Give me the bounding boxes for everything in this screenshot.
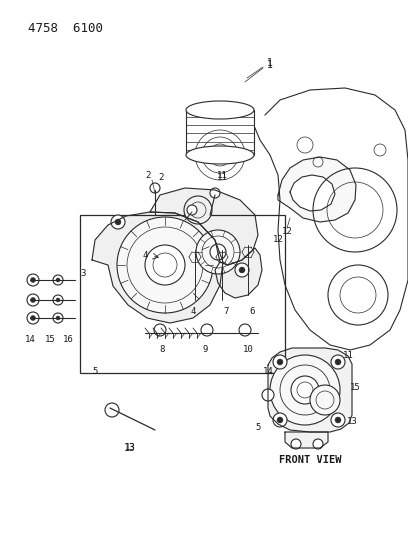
Text: 12: 12 (282, 228, 293, 237)
Polygon shape (285, 432, 328, 448)
Circle shape (145, 245, 185, 285)
Text: 4: 4 (190, 308, 196, 317)
Circle shape (56, 316, 60, 320)
Circle shape (239, 324, 251, 336)
Circle shape (235, 263, 249, 277)
Text: 12: 12 (273, 236, 284, 245)
Text: 5: 5 (92, 367, 98, 376)
Circle shape (331, 355, 345, 369)
Circle shape (105, 403, 119, 417)
Circle shape (291, 439, 301, 449)
Circle shape (210, 188, 220, 198)
Circle shape (111, 215, 125, 229)
Text: 16: 16 (62, 335, 73, 344)
Circle shape (150, 183, 160, 193)
Polygon shape (278, 157, 356, 222)
Circle shape (273, 413, 287, 427)
Circle shape (291, 376, 319, 404)
Polygon shape (215, 248, 262, 298)
Text: 3: 3 (80, 269, 86, 278)
Polygon shape (92, 212, 223, 323)
Circle shape (201, 324, 213, 336)
Circle shape (277, 359, 283, 365)
Text: 1: 1 (267, 60, 273, 70)
Circle shape (53, 275, 63, 285)
Circle shape (262, 389, 274, 401)
Circle shape (187, 205, 197, 215)
Text: 1: 1 (267, 58, 273, 68)
Circle shape (31, 297, 35, 303)
Circle shape (56, 298, 60, 302)
Text: 9: 9 (202, 345, 208, 354)
Text: 2: 2 (145, 171, 151, 180)
Circle shape (117, 217, 213, 313)
Circle shape (31, 316, 35, 320)
Circle shape (196, 230, 240, 274)
Text: 2: 2 (158, 174, 163, 182)
Circle shape (331, 413, 345, 427)
Text: 4: 4 (142, 251, 148, 260)
Text: 6: 6 (249, 308, 255, 317)
Circle shape (27, 312, 39, 324)
Ellipse shape (186, 146, 254, 164)
Circle shape (53, 313, 63, 323)
Text: 13: 13 (347, 417, 357, 426)
Circle shape (313, 439, 323, 449)
Circle shape (335, 359, 341, 365)
Polygon shape (290, 175, 335, 211)
Circle shape (27, 294, 39, 306)
Bar (80, 215, 285, 373)
Polygon shape (150, 188, 258, 265)
Text: 14: 14 (24, 335, 35, 344)
Text: 11: 11 (217, 171, 227, 180)
Text: 15: 15 (44, 335, 55, 344)
Text: 11: 11 (217, 174, 227, 182)
Text: 4758  6100: 4758 6100 (28, 22, 103, 35)
Text: 5: 5 (255, 424, 261, 432)
Text: FRONT VIEW: FRONT VIEW (279, 455, 341, 465)
Circle shape (53, 295, 63, 305)
Circle shape (27, 274, 39, 286)
Text: 13: 13 (124, 443, 136, 453)
Text: 15: 15 (350, 384, 360, 392)
Text: 7: 7 (223, 308, 229, 317)
Circle shape (31, 278, 35, 282)
Text: 11: 11 (343, 351, 353, 359)
Polygon shape (268, 348, 352, 432)
Circle shape (310, 385, 340, 415)
Circle shape (335, 417, 341, 423)
Text: 13: 13 (124, 443, 135, 453)
Circle shape (56, 278, 60, 282)
Circle shape (210, 244, 226, 260)
Circle shape (115, 219, 121, 225)
Circle shape (270, 355, 340, 425)
Text: 8: 8 (159, 345, 165, 354)
Circle shape (239, 267, 245, 273)
Circle shape (184, 196, 212, 224)
Circle shape (273, 355, 287, 369)
Text: 14: 14 (263, 367, 273, 376)
Circle shape (154, 324, 166, 336)
Ellipse shape (186, 101, 254, 119)
Text: 10: 10 (243, 345, 253, 354)
Circle shape (277, 417, 283, 423)
